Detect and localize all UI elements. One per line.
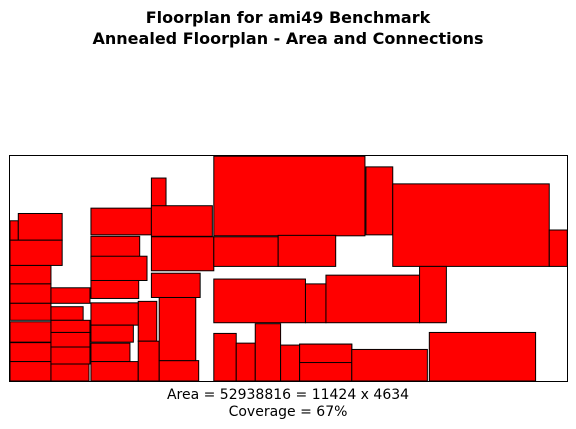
floorplan-block-42 [213,332,237,382]
floorplan-block-12 [50,319,91,333]
floorplan-block-13 [50,331,91,348]
floorplan-block-45 [280,344,301,382]
floorplan-block-41 [419,265,447,324]
floorplan-block-37 [548,229,568,267]
floorplan-block-26 [150,236,215,272]
floorplan-block-1 [9,220,19,241]
floorplan-block-2 [17,212,63,241]
floorplan-block-22 [90,342,131,363]
area-caption: Area = 52938816 = 11424 x 4634 [166,387,410,403]
chart-title-line-2: Annealed Floorplan - Area and Connection… [92,29,484,48]
floorplan-block-25 [150,205,213,237]
floorplan-block-14 [50,346,91,365]
floorplan-block-16 [90,207,152,236]
floorplan-block-28 [137,300,158,342]
floorplan-block-39 [304,283,327,324]
floorplan-block-34 [277,234,337,267]
floorplan-block-10 [9,342,52,363]
floorplan-block-40 [325,274,421,324]
floorplan-block-29 [137,340,160,382]
floorplan-frame [9,155,568,382]
floorplan-block-5 [9,283,52,304]
floorplan-block-23 [90,361,139,382]
chart-title-line-1: Floorplan for ami49 Benchmark [145,8,431,27]
floorplan-block-11 [9,361,52,382]
floorplan-block-38 [213,278,306,324]
floorplan-block-48 [351,348,428,382]
floorplan-block-43 [235,342,256,382]
floorplan-block-36 [392,183,550,267]
floorplan-block-8 [50,306,84,321]
floorplan-block-32 [213,155,366,237]
floorplan-block-33 [213,236,279,267]
floorplan-block-3 [9,239,63,266]
floorplan-block-30 [158,360,200,382]
floorplan-block-47 [299,343,353,364]
floorplan-block-9 [9,321,52,343]
floorplan-block-17 [90,235,141,258]
floorplan-block-15 [50,363,90,382]
floorplan-block-35 [365,166,394,236]
floorplan-block-31 [158,296,197,362]
floorplan-block-7 [50,287,91,304]
floorplan-block-4 [9,264,52,285]
floorplan-block-44 [254,323,282,382]
floorplan-block-6 [9,302,52,321]
floorplan-block-21 [90,324,134,343]
floorplan-block-19 [90,279,140,299]
floorplan-block-24 [150,177,167,209]
floorplan-block-27 [150,272,201,298]
coverage-caption: Coverage = 67% [228,404,348,420]
floorplan-block-18 [90,255,148,282]
floorplan-block-49 [428,331,537,382]
floorplan-block-20 [90,302,141,326]
